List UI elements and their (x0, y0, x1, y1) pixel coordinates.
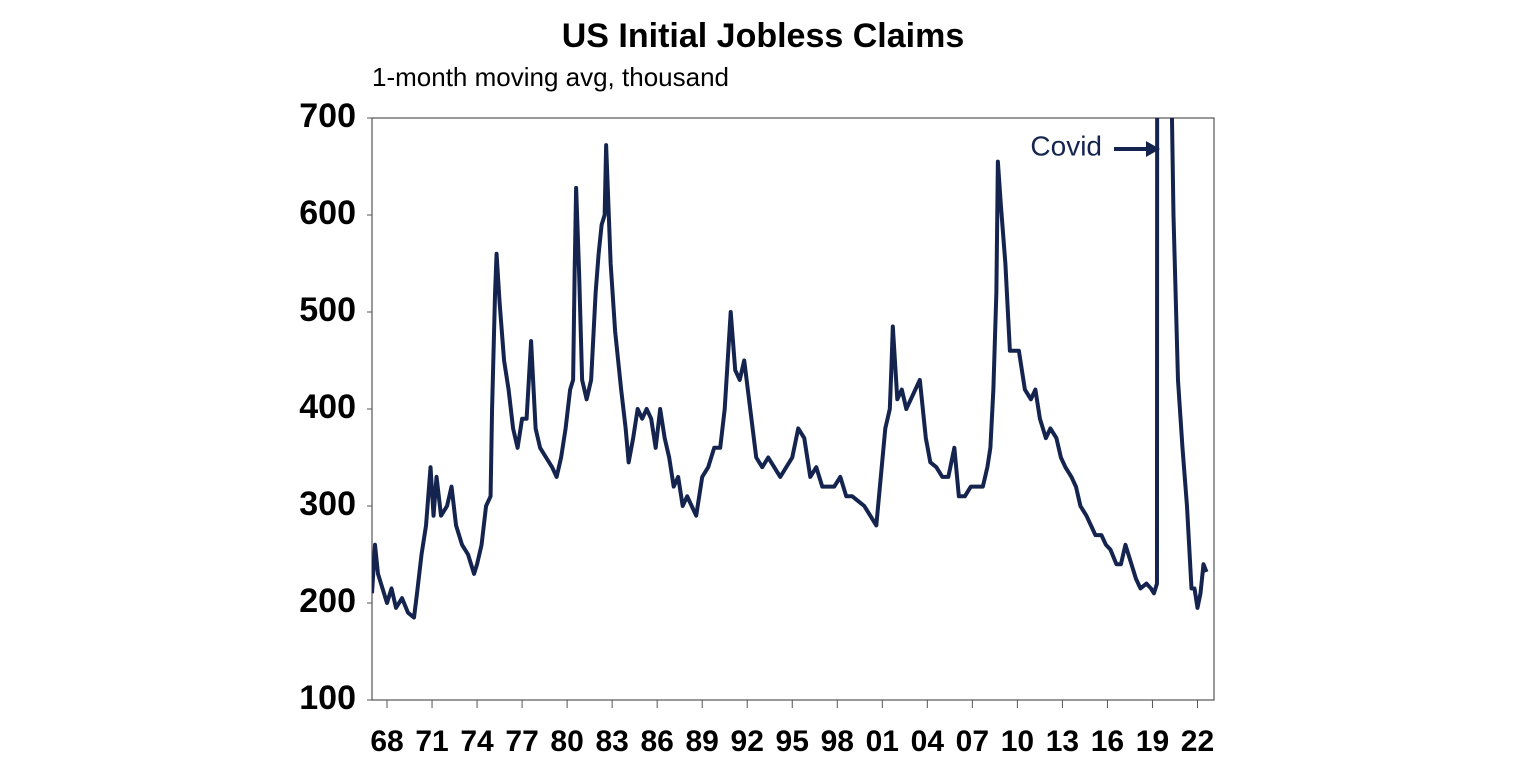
y-tick-label: 500 (299, 291, 356, 329)
x-tick-label: 22 (1181, 725, 1214, 758)
chart-subtitle: 1-month moving avg, thousand (372, 62, 729, 92)
y-tick-label: 300 (299, 485, 356, 523)
x-tick-label: 19 (1136, 725, 1169, 758)
x-tick-label: 07 (956, 725, 989, 758)
x-tick-label: 92 (731, 725, 764, 758)
x-tick-label: 71 (415, 725, 448, 758)
plot-frame (371, 117, 1215, 701)
series-line (372, 118, 1209, 620)
y-tick-label: 400 (299, 388, 356, 426)
x-tick-label: 80 (550, 725, 583, 758)
x-tick-label: 98 (821, 725, 854, 758)
x-tick-label: 74 (460, 725, 494, 758)
x-tick-label: 95 (776, 725, 809, 758)
x-tick-label: 04 (911, 725, 945, 758)
x-tick-label: 16 (1091, 725, 1124, 758)
y-tick-label: 100 (299, 679, 356, 717)
y-tick-label: 200 (299, 582, 356, 620)
x-tick-label: 89 (686, 725, 719, 758)
x-tick-label: 83 (595, 725, 628, 758)
x-tick-label: 01 (866, 725, 899, 758)
x-tick-label: 10 (1001, 725, 1034, 758)
y-tick-label: 700 (299, 97, 356, 135)
annotation-arrowhead (1146, 141, 1160, 157)
x-tick-label: 86 (640, 725, 673, 758)
x-tick-label: 68 (370, 725, 403, 758)
annotation: Covid (1030, 130, 1102, 161)
x-tick-label: 13 (1046, 725, 1079, 758)
y-tick-label: 600 (299, 194, 356, 232)
x-tick-label: 77 (505, 725, 538, 758)
chart-title: US Initial Jobless Claims (562, 17, 964, 55)
